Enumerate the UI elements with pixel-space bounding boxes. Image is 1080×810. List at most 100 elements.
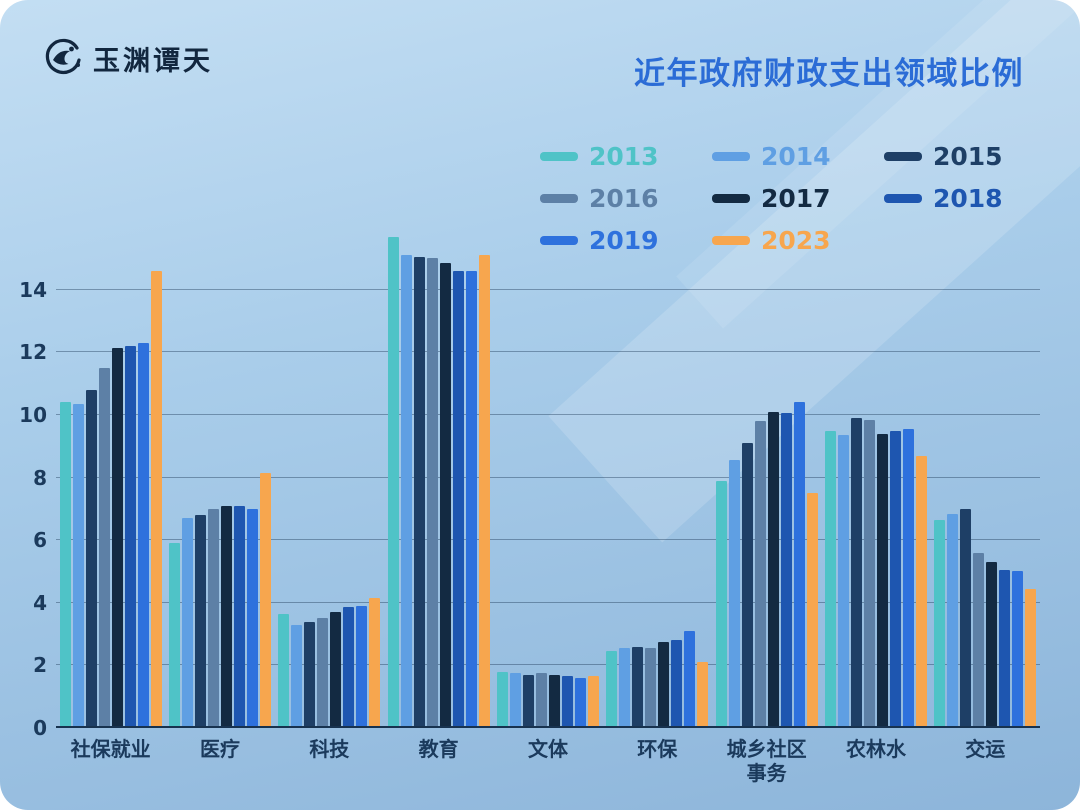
legend-item-2015: 2015 [884,140,1056,173]
bar-2016 [207,509,219,728]
x-axis-label-2: 医疗 [199,737,240,761]
brand-logo: 玉渊谭天 [44,38,213,78]
legend-item-2016: 2016 [540,182,712,215]
bar-2014 [947,514,959,728]
bar-group-7 [712,228,821,728]
bar-2015 [741,443,753,728]
bar-2017 [439,263,451,728]
bar-2015 [632,647,644,728]
bar-2015 [194,515,206,728]
bar-group-9 [931,228,1040,728]
bar-2016 [535,673,547,728]
bar-2016 [317,618,329,728]
y-axis-labels: 0 2 4 6 8 10 12 14 [14,228,56,738]
y-tick-label-14: 14 [19,277,47,302]
legend: 2013 2014 2015 2016 2017 2018 2019 2023 [540,140,1056,257]
bar-2016 [973,553,985,728]
bar-2017 [220,506,232,728]
bar-2013 [824,431,836,728]
y-tick-label-2: 2 [33,653,47,678]
gridline-8 [56,476,1040,478]
x-axis-label-5: 文体 [527,737,568,761]
bar-2016 [754,421,766,728]
bar-2023 [806,493,818,728]
legend-item-2013: 2013 [540,140,712,173]
bar-2014 [72,404,84,728]
bar-2018 [999,570,1011,728]
bar-2013 [715,481,727,728]
x-axis-label-6: 环保 [637,737,678,761]
legend-swatch-2015 [884,152,922,161]
bar-2023 [1025,589,1037,728]
bar-2017 [876,434,888,728]
bar-2013 [59,402,71,728]
legend-item-2019: 2019 [540,224,712,257]
bar-2019 [246,509,258,728]
legend-label-2017: 2017 [761,184,831,213]
x-axis-label-1: 社保就业 [70,737,151,761]
bar-2014 [728,460,740,728]
legend-swatch-2019 [540,236,578,245]
bar-2015 [960,509,972,728]
bar-group-1 [56,228,165,728]
bar-group-8 [821,228,930,728]
bar-2019 [1012,571,1024,728]
bar-2015 [304,622,316,728]
legend-swatch-2017 [712,194,750,203]
x-axis-baseline [56,726,1040,728]
bar-2023 [478,255,490,728]
bar-2017 [111,348,123,728]
bar-groups [56,228,1040,728]
legend-swatch-2016 [540,194,578,203]
gridline-12 [56,351,1040,353]
bar-2016 [98,368,110,728]
y-tick-label-8: 8 [33,465,47,490]
y-tick-label-10: 10 [19,403,47,427]
bar-2016 [863,420,875,728]
bar-2014 [400,255,412,728]
bar-group-5 [493,228,602,728]
bar-2015 [850,418,862,728]
bar-2016 [645,648,657,728]
legend-item-2014: 2014 [712,140,884,173]
brand-name: 玉渊谭天 [93,45,213,77]
chart: 0 2 4 6 8 10 12 14 社保就业 医疗 科技 教育 文体 环保 城乡社区 事务 农林水 交运 [14,228,1040,785]
bar-2017 [548,675,560,728]
plot-area: 社保就业 医疗 科技 教育 文体 环保 城乡社区 事务 农林水 交运 [56,228,1040,785]
bar-2013 [387,237,399,728]
bar-2015 [85,390,97,728]
legend-item-2018: 2018 [884,182,1056,215]
gridline-10 [56,414,1040,415]
bar-2014 [837,435,849,728]
bar-2017 [330,612,342,728]
x-axis-label-8: 农林水 [845,737,906,761]
legend-item-2017: 2017 [712,182,884,215]
bar-2014 [181,518,193,728]
bar-2018 [671,640,683,728]
gridline-6 [56,539,1040,541]
x-axis-label-4: 教育 [418,737,459,761]
bar-2018 [780,413,792,728]
bar-2019 [793,402,805,728]
bar-2019 [684,631,696,728]
bar-2017 [767,412,779,728]
bar-2023 [587,676,599,728]
bar-2019 [465,271,477,728]
bar-2015 [413,257,425,728]
bar-2013 [168,543,180,728]
bar-2015 [522,675,534,728]
bar-group-2 [165,228,274,728]
legend-label-2018: 2018 [933,184,1003,213]
bar-2023 [369,598,381,728]
bar-2023 [259,473,271,728]
bar-2016 [426,258,438,728]
legend-item-2023: 2023 [712,224,884,257]
brand-bird-icon [44,38,84,78]
bar-2018 [561,676,573,728]
bar-2023 [150,271,162,728]
bar-2013 [496,672,508,728]
legend-swatch-2018 [884,194,922,203]
x-axis-label-7: 城乡社区 事务 [726,737,807,785]
bar-2019 [356,606,368,728]
